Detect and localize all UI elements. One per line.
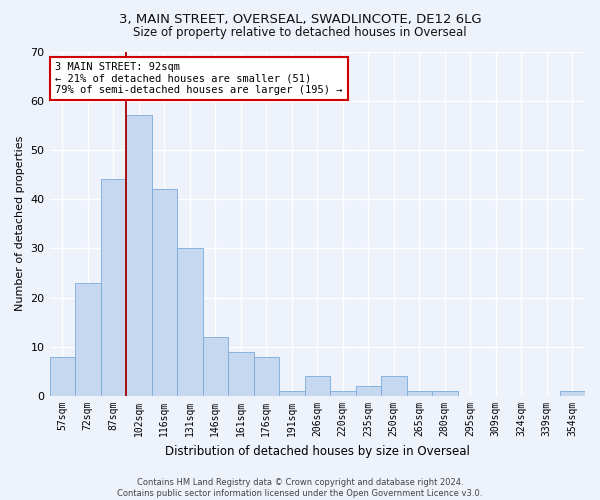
Bar — [126, 116, 152, 396]
Text: Contains HM Land Registry data © Crown copyright and database right 2024.
Contai: Contains HM Land Registry data © Crown c… — [118, 478, 482, 498]
Text: 3, MAIN STREET, OVERSEAL, SWADLINCOTE, DE12 6LG: 3, MAIN STREET, OVERSEAL, SWADLINCOTE, D… — [119, 12, 481, 26]
Y-axis label: Number of detached properties: Number of detached properties — [15, 136, 25, 312]
Bar — [50, 356, 75, 396]
Bar — [152, 190, 177, 396]
Bar — [305, 376, 330, 396]
X-axis label: Distribution of detached houses by size in Overseal: Distribution of detached houses by size … — [165, 444, 470, 458]
Bar — [381, 376, 407, 396]
Bar — [228, 352, 254, 396]
Bar — [75, 283, 101, 396]
Bar — [330, 391, 356, 396]
Bar — [101, 180, 126, 396]
Bar — [279, 391, 305, 396]
Bar — [432, 391, 458, 396]
Bar — [407, 391, 432, 396]
Text: 3 MAIN STREET: 92sqm
← 21% of detached houses are smaller (51)
79% of semi-detac: 3 MAIN STREET: 92sqm ← 21% of detached h… — [55, 62, 343, 95]
Bar — [356, 386, 381, 396]
Bar — [177, 248, 203, 396]
Bar — [203, 337, 228, 396]
Bar — [254, 356, 279, 396]
Bar — [560, 391, 585, 396]
Text: Size of property relative to detached houses in Overseal: Size of property relative to detached ho… — [133, 26, 467, 39]
